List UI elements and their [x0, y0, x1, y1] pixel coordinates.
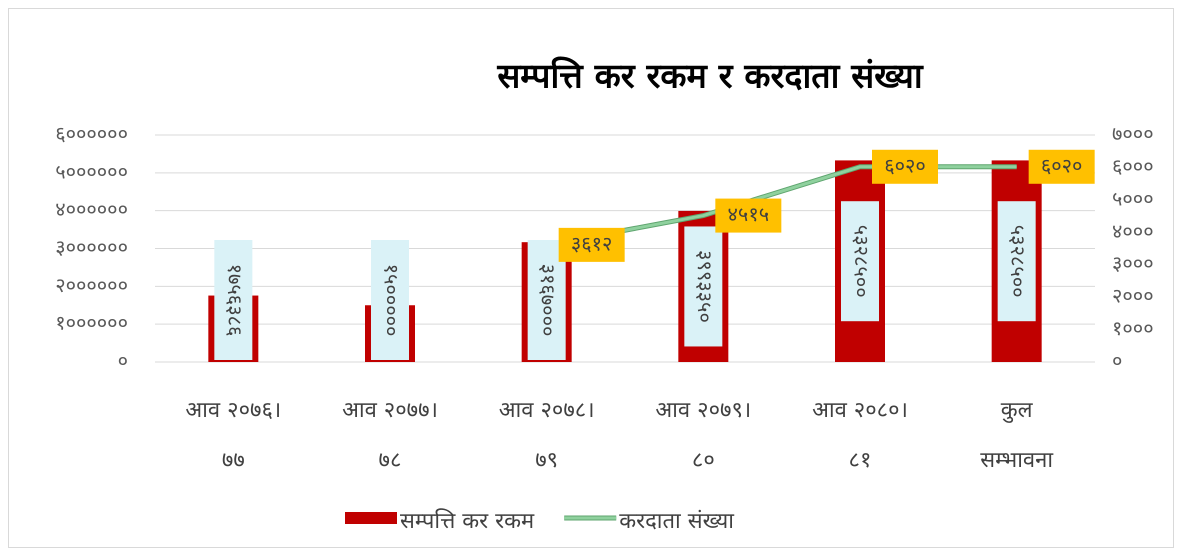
chart-title: सम्पत्ति कर रकम र करदाता संख्या: [496, 56, 924, 97]
data-label-box: [371, 240, 409, 360]
y2-tick-label: ३०००: [1112, 251, 1154, 275]
y-tick-label: ५००००००: [55, 159, 128, 183]
data-label: १७५६३८६: [223, 264, 247, 337]
line: [546, 165, 1017, 247]
y-tick-label: ३००००००: [55, 235, 128, 259]
y2-tick-label: ४०००: [1112, 219, 1154, 243]
data-label: ६०२०: [1041, 153, 1083, 177]
data-label-box: [1028, 149, 1095, 184]
data-label: ३१६७०००: [536, 264, 560, 337]
data-label-box: [841, 201, 879, 322]
y-tick-label: ४००००००: [55, 197, 128, 221]
x-tick-label: आव २०७८।७९: [498, 398, 595, 473]
x-tick-label: आव २०७७।७८: [342, 398, 438, 473]
data-label: ३६१२: [571, 231, 613, 255]
y2-tick-label: २०००: [1112, 284, 1154, 308]
data-label: ३९९३३५०: [693, 250, 717, 323]
data-label: ५३२८५००: [1006, 225, 1030, 298]
legend-swatch: [345, 512, 397, 524]
y2-tick-label: १०००: [1112, 316, 1154, 340]
data-label-box: [684, 226, 723, 347]
data-label: ५३२८५००: [850, 225, 874, 298]
data-label: १५०००००: [380, 264, 404, 337]
x-tick-label: आव २०७९।८०: [655, 398, 752, 473]
y-tick-label: ६००००००: [55, 122, 128, 146]
y2-tick-label: ०: [1112, 349, 1122, 373]
x-tick-label: आव २०८०।८१: [812, 398, 908, 473]
x-tick-label: आव २०७६।७७: [185, 398, 282, 473]
legend-label: करदाता संख्या: [619, 509, 734, 534]
y2-tick-label: ५०००: [1112, 186, 1154, 210]
data-label: ६०२०: [884, 153, 926, 177]
chart-frame: [8, 8, 1174, 548]
data-label-box: [872, 149, 938, 184]
y-tick-label: १००००००: [55, 311, 128, 335]
y-tick-label: २००००००: [55, 273, 128, 297]
data-label-box: [715, 198, 782, 233]
y-tick-label: ०: [118, 349, 128, 373]
y2-tick-label: ७०००: [1112, 122, 1154, 146]
legend-label: सम्पत्ति कर रकम: [400, 508, 535, 534]
x-tick-label: कुल सम्भावना: [980, 398, 1054, 473]
data-label-box: [558, 227, 625, 262]
data-label-box: [997, 201, 1036, 322]
data-label-box: [214, 240, 253, 360]
data-label: ४५१५: [728, 202, 770, 226]
y2-tick-label: ६०००: [1112, 154, 1154, 178]
